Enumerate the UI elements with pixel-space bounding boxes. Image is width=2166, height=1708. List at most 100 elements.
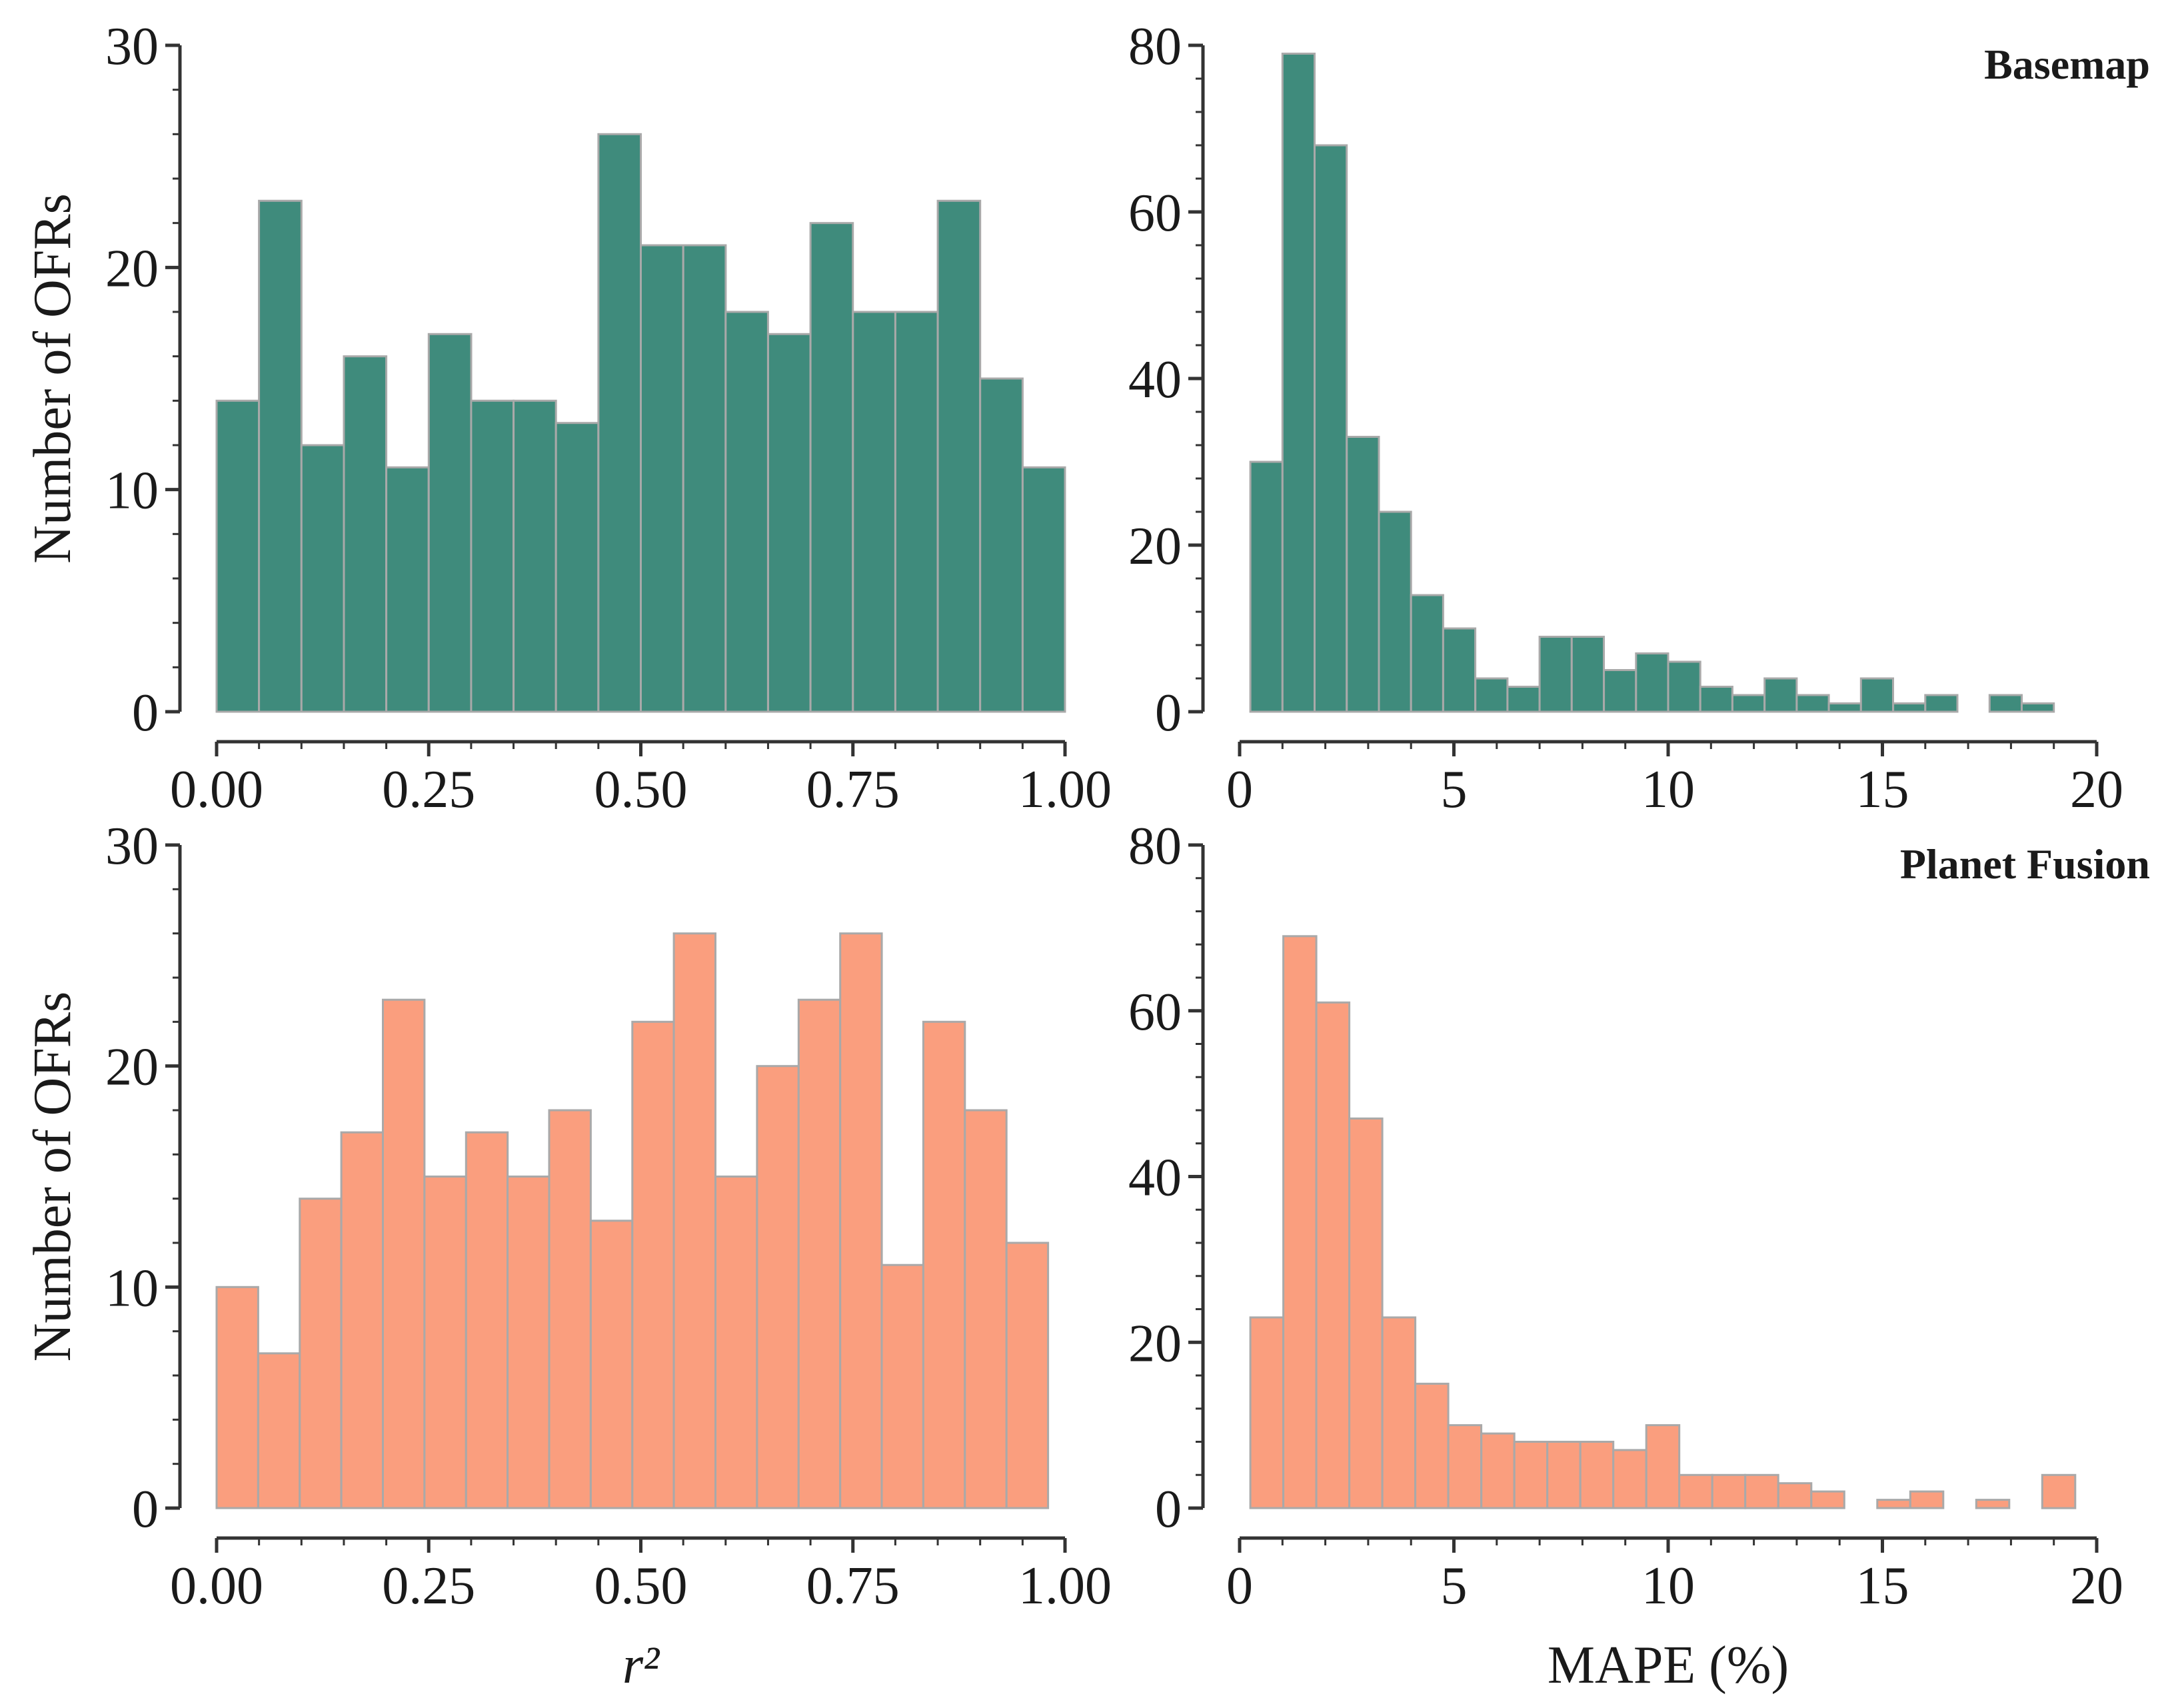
x-tick-label: 5 — [1441, 1557, 1468, 1615]
histogram-bar — [1763, 677, 1798, 713]
histogram-bar — [2021, 702, 2055, 713]
histogram-bar — [797, 998, 842, 1509]
chart-r2-basemap: 0 10 20 30 0.00 0.25 0.50 0.75 1.00 Number of OFR… — [23, 17, 1112, 819]
x-tick-label: 20 — [2070, 760, 2123, 819]
histogram-bar — [299, 1198, 343, 1509]
histogram-bar — [513, 399, 557, 713]
histogram-bar — [631, 1020, 675, 1509]
histogram-bar — [507, 1176, 550, 1509]
y-tick-label: 60 — [1128, 983, 1182, 1042]
histogram-bar — [1678, 1473, 1713, 1509]
histogram-bar — [1314, 144, 1348, 713]
histogram-bar — [470, 399, 515, 713]
y-tick-label: 80 — [1128, 817, 1182, 876]
histogram-bar — [1699, 686, 1733, 713]
histogram-bar — [597, 133, 642, 713]
histogram-bar — [1513, 1441, 1549, 1509]
x-tick-label: 0.50 — [594, 760, 688, 819]
y-tick-label: 30 — [105, 817, 159, 876]
histogram-bar — [554, 422, 600, 713]
x-tick-label: 10 — [1641, 1557, 1695, 1615]
histogram-bar — [423, 1176, 467, 1509]
histogram-bar — [382, 998, 426, 1509]
x-tick-label: 0.00 — [170, 1557, 263, 1615]
x-tick-label: 5 — [1441, 760, 1468, 819]
histogram-bar — [640, 244, 684, 713]
histogram-bar — [1282, 935, 1318, 1509]
histogram-bar — [1021, 466, 1066, 713]
histogram-bar — [1892, 702, 1927, 713]
y-tick-label: 20 — [105, 239, 159, 298]
histogram-bar — [1249, 1316, 1285, 1509]
y-tick-label: 40 — [1128, 351, 1182, 409]
histogram-bar — [1603, 669, 1637, 713]
histogram-bar — [852, 311, 897, 713]
histogram-bar — [1909, 1490, 1945, 1509]
histogram-bar — [1579, 1441, 1615, 1509]
histogram-bar — [300, 444, 345, 713]
histogram-bar — [1480, 1432, 1516, 1509]
y-tick-label: 40 — [1128, 1149, 1182, 1208]
histogram-bar — [1546, 1441, 1582, 1509]
histogram-bar — [1731, 694, 1766, 713]
x-tick-label: 1.00 — [1018, 1557, 1112, 1615]
y-tick-label: 20 — [1128, 517, 1182, 576]
y-axis-label: Number of OFRs — [23, 992, 82, 1362]
histogram-bar — [724, 311, 769, 713]
x-tick-label: 0.00 — [170, 760, 263, 819]
histogram-bar — [682, 244, 727, 713]
histogram-bar — [1975, 1499, 2011, 1509]
y-tick-label: 0 — [1155, 1480, 1182, 1539]
y-tick-label: 0 — [132, 1480, 159, 1539]
histogram-bar — [1410, 594, 1444, 713]
histogram-bar — [1795, 694, 1830, 713]
histogram-bar — [427, 333, 473, 713]
histogram-bar — [1570, 636, 1606, 713]
y-tick-label: 20 — [105, 1038, 159, 1097]
y-tick-label: 60 — [1128, 184, 1182, 243]
histogram-bar — [258, 199, 303, 713]
histogram-bar — [1924, 694, 1959, 713]
histogram-bar — [1744, 1473, 1779, 1509]
histogram-bar — [756, 1065, 800, 1509]
x-tick-label: 15 — [1856, 1557, 1909, 1615]
histogram-bar — [1414, 1382, 1450, 1509]
histogram-bar — [1005, 1242, 1050, 1509]
histogram-bar — [1447, 1424, 1483, 1509]
x-tick-label: 1.00 — [1018, 760, 1112, 819]
x-tick-label: 0.50 — [594, 1557, 688, 1615]
histogram-bar — [215, 399, 261, 713]
histogram-bar — [1346, 436, 1380, 713]
histogram-bar — [1635, 652, 1669, 713]
histogram-bar — [1711, 1473, 1747, 1509]
histogram-bar — [1988, 694, 2023, 713]
histogram-bar — [257, 1352, 301, 1509]
histogram-bar — [979, 377, 1024, 713]
histogram-bar — [1645, 1424, 1681, 1509]
histogram-bar — [1474, 677, 1509, 713]
histogram-bar — [672, 932, 716, 1509]
y-tick-label: 10 — [105, 1259, 159, 1317]
histogram-bar — [215, 1285, 259, 1509]
histogram-bar — [964, 1109, 1008, 1509]
x-axis-label: MAPE (%) — [1548, 1636, 1789, 1695]
histogram-bar — [1315, 1001, 1351, 1509]
histogram-bar — [1827, 702, 1862, 713]
x-axis-label: r² — [622, 1636, 660, 1695]
panel-title: Basemap — [1984, 41, 2150, 88]
x-tick-label: 0 — [1226, 760, 1253, 819]
x-tick-label: 0.25 — [382, 1557, 475, 1615]
histogram-bar — [1859, 677, 1895, 713]
x-tick-label: 10 — [1641, 760, 1695, 819]
x-tick-label: 15 — [1856, 760, 1909, 819]
y-tick-label: 20 — [1128, 1314, 1182, 1373]
histogram-bar — [340, 1131, 384, 1509]
x-tick-label: 0 — [1226, 1557, 1253, 1615]
histogram-bar — [1378, 510, 1412, 713]
y-tick-label: 0 — [132, 684, 159, 742]
histogram-bar — [1538, 636, 1573, 713]
y-tick-label: 30 — [105, 17, 159, 76]
histogram-bar — [385, 466, 430, 713]
histogram-bar — [465, 1131, 509, 1509]
